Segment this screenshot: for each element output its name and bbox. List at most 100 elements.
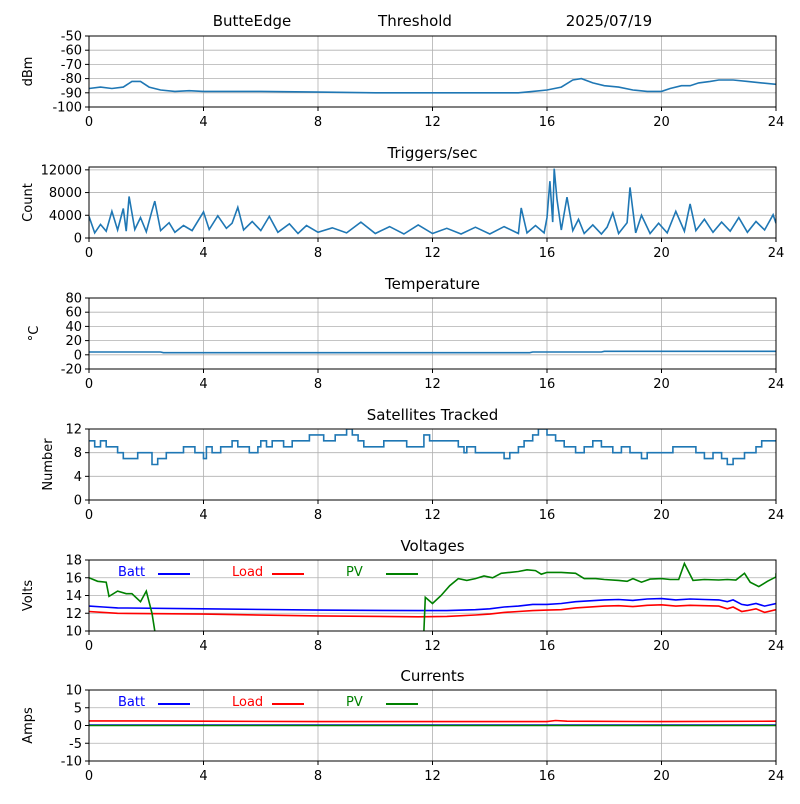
y-tick-label: 10 bbox=[65, 625, 82, 640]
x-tick-label: 24 bbox=[768, 639, 785, 654]
series-line-0 bbox=[89, 168, 776, 236]
panel-title: Satellites Tracked bbox=[367, 406, 498, 424]
x-tick-label: 24 bbox=[768, 508, 785, 523]
y-tick-label: -5 bbox=[69, 737, 82, 752]
y-tick-label: 4 bbox=[74, 470, 82, 485]
x-tick-label: 20 bbox=[653, 508, 670, 523]
series-line-load bbox=[89, 603, 776, 618]
y-axis-label: Number bbox=[41, 438, 56, 491]
y-tick-label: 20 bbox=[65, 334, 82, 349]
x-tick-label: 20 bbox=[653, 769, 670, 784]
x-tick-label: 4 bbox=[199, 769, 207, 784]
legend-label-batt: Batt bbox=[118, 695, 145, 710]
x-tick-label: 4 bbox=[199, 377, 207, 392]
x-tick-label: 12 bbox=[424, 639, 441, 654]
x-tick-label: 4 bbox=[199, 508, 207, 523]
x-tick-label: 8 bbox=[314, 639, 322, 654]
x-tick-label: 20 bbox=[653, 115, 670, 130]
station-name: ButteEdge bbox=[213, 12, 292, 30]
series-line-0 bbox=[89, 77, 776, 94]
x-tick-label: 20 bbox=[653, 246, 670, 261]
x-tick-label: 24 bbox=[768, 246, 785, 261]
x-tick-label: 12 bbox=[424, 377, 441, 392]
y-tick-label: -70 bbox=[61, 58, 82, 73]
panel-title: Temperature bbox=[384, 275, 480, 293]
y-tick-label: 12000 bbox=[41, 163, 82, 178]
x-tick-label: 20 bbox=[653, 377, 670, 392]
x-tick-label: 20 bbox=[653, 639, 670, 654]
x-tick-label: 8 bbox=[314, 508, 322, 523]
x-tick-label: 16 bbox=[539, 769, 556, 784]
x-tick-label: 16 bbox=[539, 246, 556, 261]
x-tick-label: 12 bbox=[424, 769, 441, 784]
y-tick-label: 0 bbox=[74, 494, 82, 509]
x-tick-label: 8 bbox=[314, 246, 322, 261]
x-tick-label: 12 bbox=[424, 508, 441, 523]
y-tick-label: 0 bbox=[74, 232, 82, 247]
chart-panel-1: 0 4 8 12 16 20 24 0 4000 8000 12000 Triggers/sec Cou… bbox=[21, 144, 784, 261]
y-tick-label: 18 bbox=[65, 554, 82, 569]
legend-label-load: Load bbox=[232, 565, 263, 580]
legend-label-batt: Batt bbox=[118, 565, 145, 580]
y-tick-label: 10 bbox=[65, 684, 82, 699]
y-tick-label: -100 bbox=[52, 101, 82, 116]
series-line-pv bbox=[89, 561, 776, 631]
y-axis-label: Volts bbox=[21, 580, 36, 612]
series-line-batt bbox=[89, 597, 776, 612]
x-tick-label: 0 bbox=[85, 508, 93, 523]
x-tick-label: 4 bbox=[199, 639, 207, 654]
x-tick-label: 16 bbox=[539, 639, 556, 654]
y-tick-label: -10 bbox=[61, 755, 82, 770]
y-tick-label: 14 bbox=[65, 589, 82, 604]
chart-panel-3: 0 4 8 12 16 20 24 0 4 8 12 Satellites Tracked Number bbox=[41, 406, 784, 523]
x-tick-label: 16 bbox=[539, 115, 556, 130]
x-tick-label: 0 bbox=[85, 115, 93, 130]
y-tick-label: 0 bbox=[74, 719, 82, 734]
y-tick-label: 40 bbox=[65, 320, 82, 335]
y-tick-label: 8000 bbox=[49, 186, 82, 201]
y-tick-label: -50 bbox=[61, 30, 82, 45]
y-tick-label: 60 bbox=[65, 306, 82, 321]
y-tick-label: 16 bbox=[65, 571, 82, 586]
y-tick-label: 12 bbox=[65, 607, 82, 622]
series-line-0 bbox=[89, 429, 776, 466]
y-axis-label: dBm bbox=[21, 57, 36, 87]
panel-title: Currents bbox=[400, 667, 464, 685]
series-line-0 bbox=[89, 350, 776, 354]
y-axis-label: Count bbox=[21, 183, 36, 222]
y-axis-label: °C bbox=[27, 326, 42, 342]
x-tick-label: 24 bbox=[768, 115, 785, 130]
figure-date: 2025/07/19 bbox=[566, 12, 652, 30]
y-axis-label: Amps bbox=[21, 707, 36, 744]
y-tick-label: 4000 bbox=[49, 209, 82, 224]
legend-label-load: Load bbox=[232, 695, 263, 710]
legend-label-pv: PV bbox=[346, 565, 363, 580]
x-tick-label: 12 bbox=[424, 115, 441, 130]
x-tick-label: 12 bbox=[424, 246, 441, 261]
x-tick-label: 16 bbox=[539, 377, 556, 392]
x-tick-label: 8 bbox=[314, 115, 322, 130]
x-tick-label: 8 bbox=[314, 377, 322, 392]
y-tick-label: -20 bbox=[61, 363, 82, 378]
y-tick-label: -80 bbox=[61, 72, 82, 87]
x-tick-label: 0 bbox=[85, 246, 93, 261]
x-tick-label: 24 bbox=[768, 769, 785, 784]
panel-title: Voltages bbox=[400, 537, 464, 555]
chart-panel-4: 0 4 8 12 16 20 24 10 12 14 16 18 Voltages Volts Batt Lo… bbox=[21, 537, 784, 654]
legend-label-pv: PV bbox=[346, 695, 363, 710]
x-tick-label: 8 bbox=[314, 769, 322, 784]
panel-title: Triggers/sec bbox=[387, 144, 478, 162]
y-tick-label: -60 bbox=[61, 44, 82, 59]
y-tick-label: -90 bbox=[61, 86, 82, 101]
x-tick-label: 24 bbox=[768, 377, 785, 392]
y-tick-label: 80 bbox=[65, 292, 82, 307]
series-line-load bbox=[89, 719, 776, 723]
x-tick-label: 0 bbox=[85, 377, 93, 392]
y-tick-label: 12 bbox=[65, 423, 82, 438]
y-tick-label: 8 bbox=[74, 446, 82, 461]
x-tick-label: 16 bbox=[539, 508, 556, 523]
